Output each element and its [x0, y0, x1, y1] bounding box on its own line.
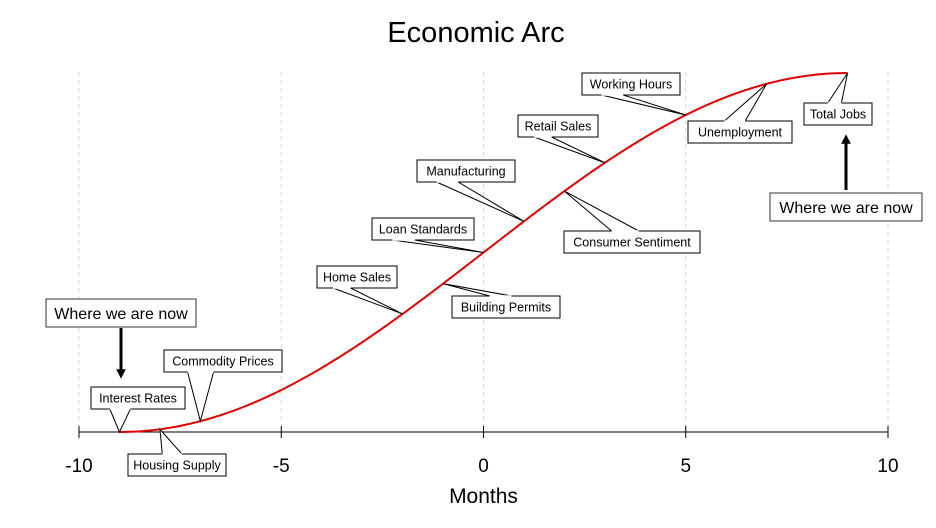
x-tick-label: -5	[273, 456, 290, 477]
x-tick-label: -10	[65, 456, 92, 477]
callout: Total Jobs	[803, 72, 873, 126]
callout-label: Consumer Sentiment	[573, 236, 691, 250]
callout-label: Manufacturing	[426, 165, 505, 179]
callout-pointer	[442, 283, 512, 297]
callout-box	[517, 114, 599, 138]
callout-pointer	[159, 427, 184, 455]
marker-box	[769, 192, 923, 222]
where-we-are-now-marker: Where we are now	[45, 298, 197, 379]
callout-pointer	[392, 239, 484, 253]
marker-label: Where we are now	[54, 306, 188, 323]
callout-label: Retail Sales	[525, 120, 592, 134]
callout-pointer	[826, 72, 849, 104]
callout-label: Interest Rates	[99, 392, 177, 406]
callout: Home Sales	[316, 265, 403, 315]
callout-box	[316, 265, 398, 289]
callout-box	[581, 72, 681, 96]
callout: Housing Supply	[127, 427, 227, 477]
where-we-are-now-marker: Where we are now	[769, 134, 923, 222]
callout: Unemployment	[687, 83, 793, 144]
callout-pointer	[533, 136, 606, 164]
annotations: Interest Rates Housing Supply Commodity Pr…	[90, 72, 873, 477]
x-axis: -10 -5 0 5 10	[65, 426, 899, 477]
callout-pointer	[109, 408, 132, 434]
callout-pointer	[601, 94, 686, 116]
callout-box	[90, 386, 186, 410]
callout-box	[163, 349, 283, 373]
callout-pointer	[186, 371, 215, 424]
chart-title: Economic Arc	[387, 17, 564, 49]
callout-label: Working Hours	[590, 78, 672, 92]
callout: Building Permits	[442, 283, 561, 319]
x-tick-label: 10	[877, 456, 898, 477]
marker-box	[45, 298, 197, 328]
callout-pointer	[436, 181, 525, 222]
callout-label: Loan Standards	[379, 223, 467, 237]
callout-pointer	[564, 190, 640, 232]
callout-label: Total Jobs	[810, 108, 866, 122]
callout: Commodity Prices	[163, 349, 283, 424]
callout: Consumer Sentiment	[563, 190, 701, 254]
callout-label: Unemployment	[698, 126, 783, 140]
callout: Loan Standards	[371, 217, 484, 253]
callout-pointer	[332, 287, 403, 315]
markers: Where we are now Where we are now	[45, 134, 923, 379]
callout: Working Hours	[581, 72, 686, 116]
callout-box	[416, 159, 516, 183]
callout-label: Building Permits	[461, 301, 551, 315]
callout-label: Home Sales	[323, 271, 391, 285]
callout: Interest Rates	[90, 386, 186, 434]
callout: Retail Sales	[517, 114, 606, 164]
callout-box	[371, 217, 475, 241]
callout-label: Commodity Prices	[172, 355, 273, 369]
callout: Manufacturing	[416, 159, 525, 222]
x-tick-label: 0	[478, 456, 489, 477]
x-axis-label: Months	[449, 485, 518, 508]
marker-label: Where we are now	[779, 200, 913, 217]
callout-label: Housing Supply	[133, 459, 221, 473]
x-tick-label: 5	[680, 456, 691, 477]
